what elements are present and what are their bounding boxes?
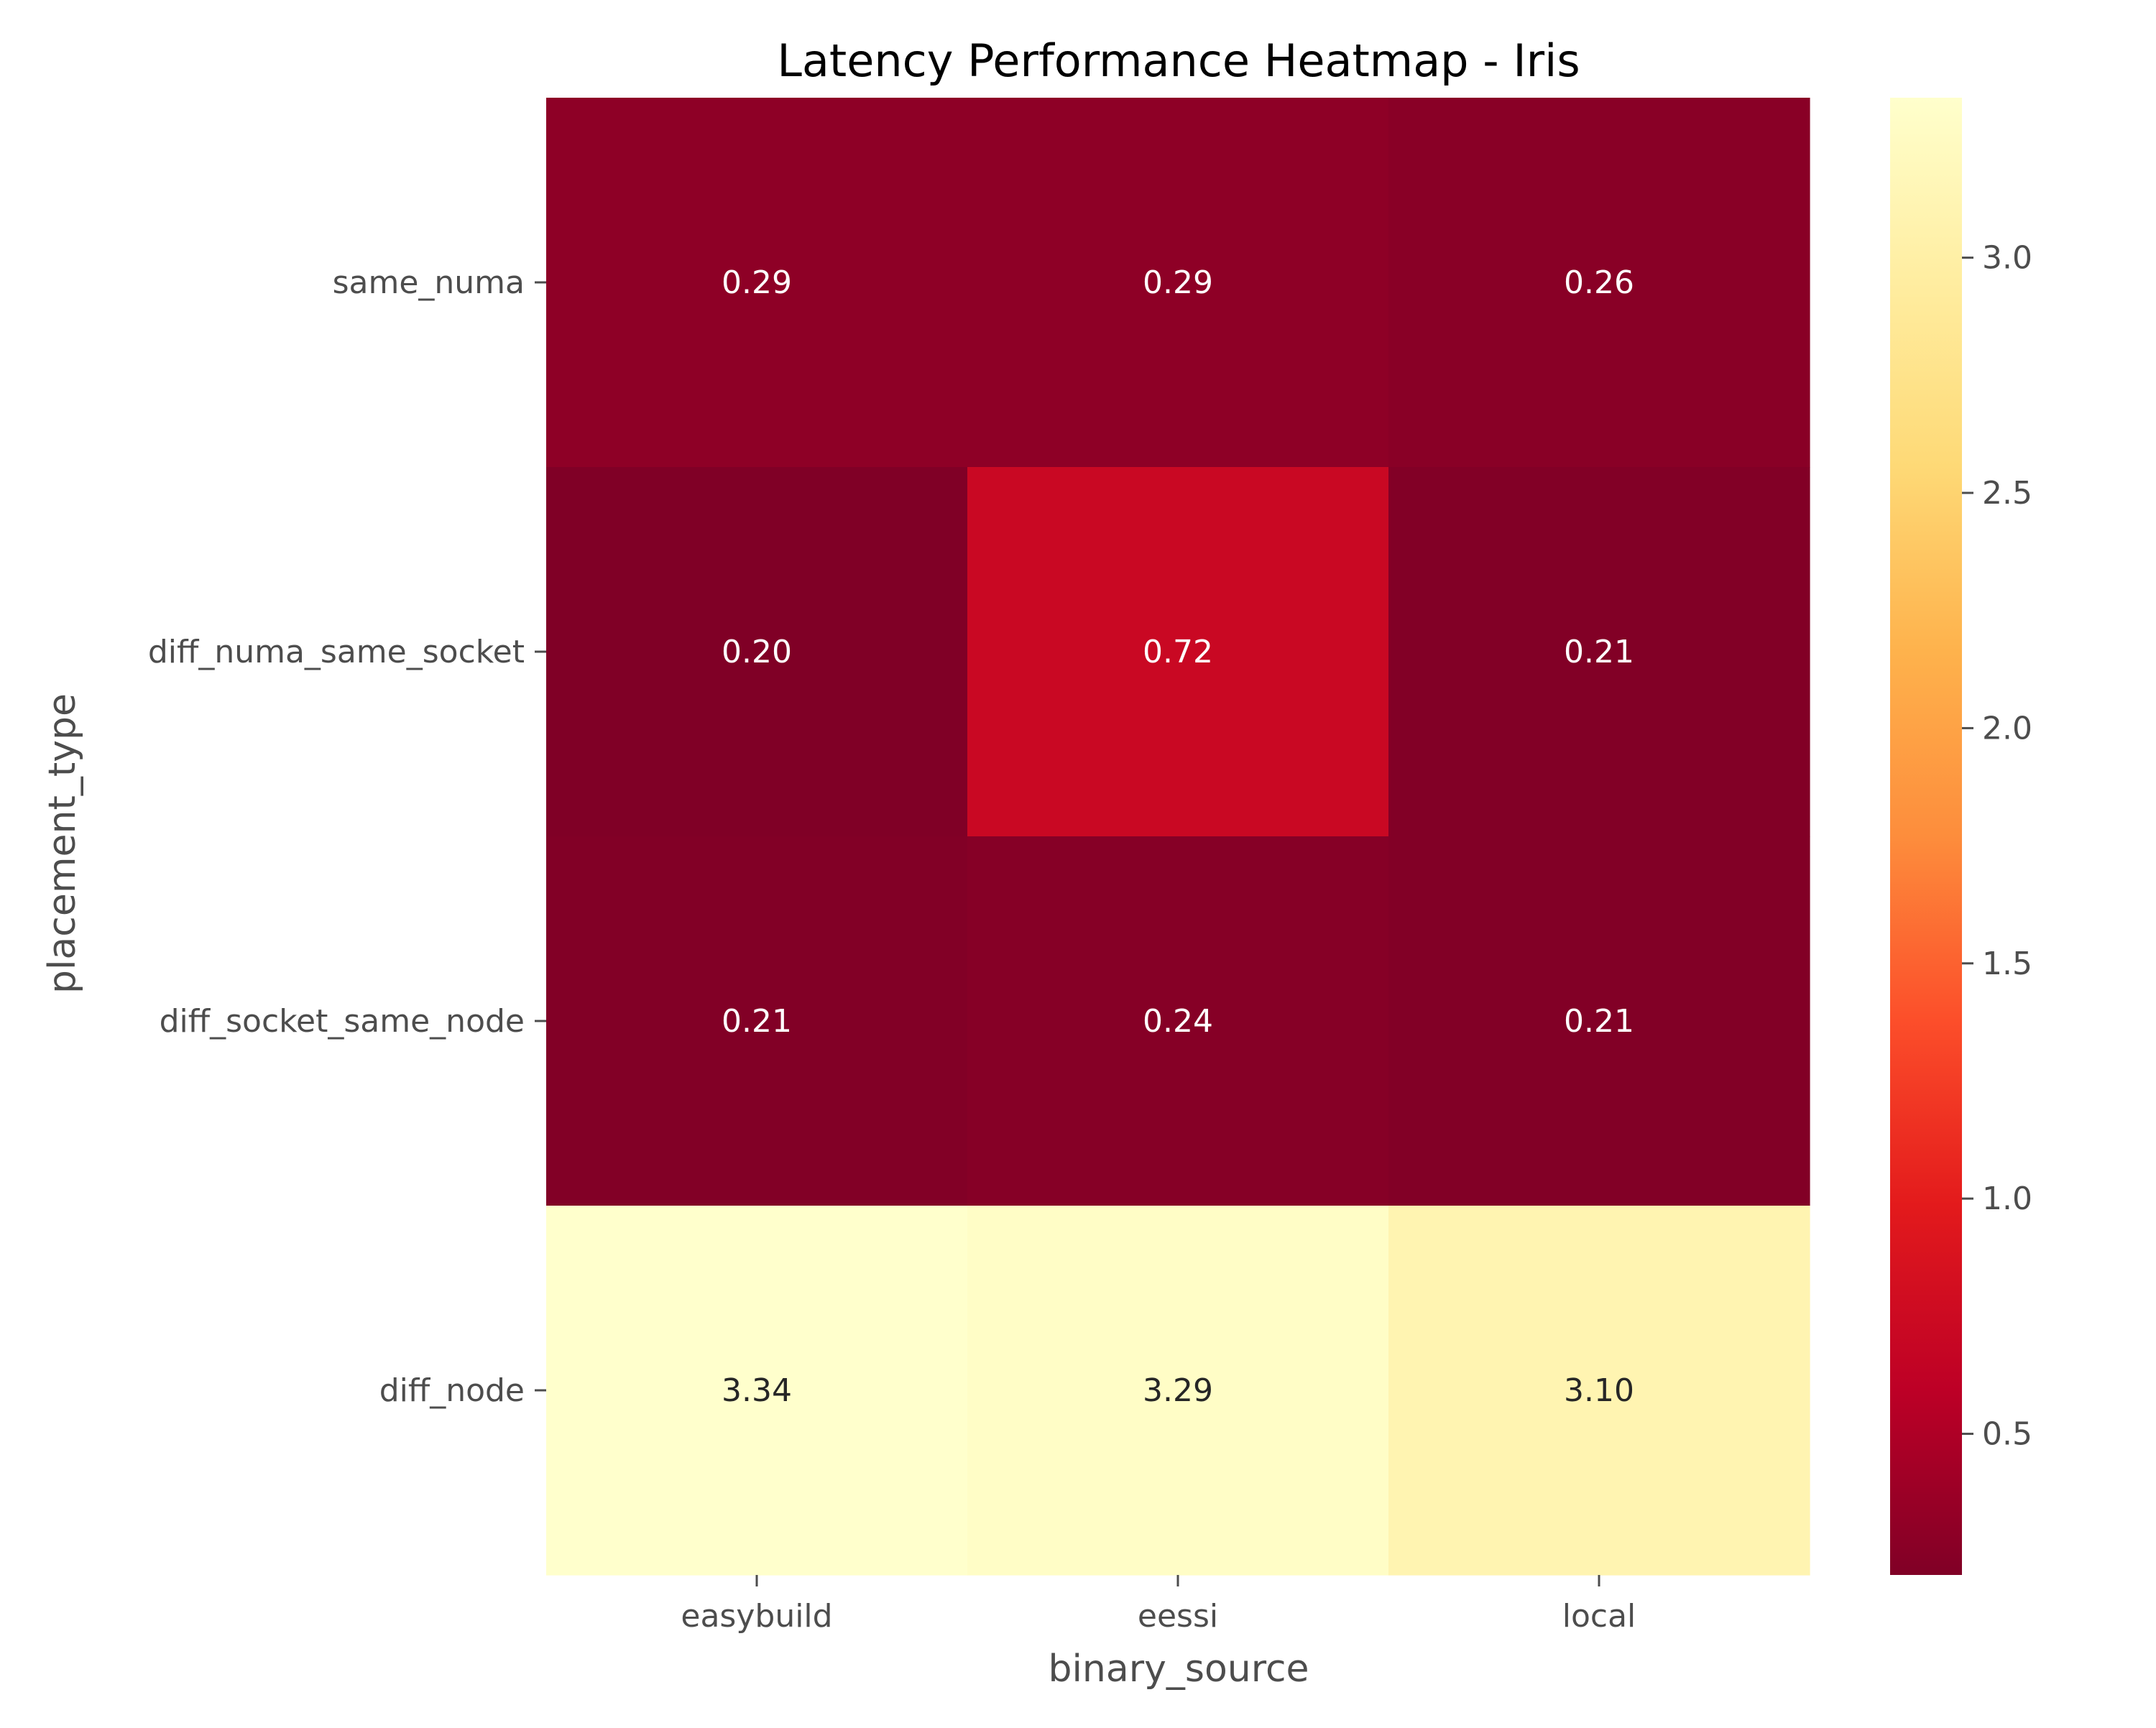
x-tick-label: eessi [1138,1598,1218,1635]
heatmap-cell [546,467,968,837]
heatmap-cell [967,467,1389,837]
colorbar-tick-label: 1.0 [1982,1181,2032,1217]
cell-value-label: 3.10 [1564,1372,1634,1409]
colorbar-tick-label: 0.5 [1982,1416,2032,1453]
x-tick-label: easybuild [681,1598,832,1635]
y-tick-label: diff_socket_same_node [160,1003,525,1040]
heatmap-cell [1388,836,1810,1206]
y-tick-label: same_numa [333,264,525,301]
cell-value-label: 0.29 [1143,264,1213,301]
chart-title: Latency Performance Heatmap - Iris [777,34,1580,87]
heatmap-cell [546,1206,968,1576]
colorbar-tick-label: 3.0 [1982,240,2032,277]
cell-value-label: 0.72 [1143,634,1213,670]
y-tick-label: diff_numa_same_socket [148,634,525,670]
x-axis-label: binary_source [1048,1648,1309,1691]
y-axis: same_numa diff_numa_same_socket diff_socke… [148,264,546,1409]
heatmap-cell [967,1206,1389,1576]
colorbar-tick-label: 1.5 [1982,946,2032,982]
heatmap-cell [967,98,1389,468]
cell-value-label: 0.20 [722,634,792,670]
x-tick-label: local [1562,1598,1636,1635]
cell-value-label: 0.26 [1564,264,1634,301]
heatmap-cell [1388,1206,1810,1576]
cell-value-label: 0.21 [1564,634,1634,670]
colorbar: 0.5 1.0 1.5 2.0 2.5 3.0 [1890,98,2032,1575]
heatmap-cell [1388,467,1810,837]
cell-value-label: 0.29 [722,264,792,301]
cell-value-label: 0.21 [1564,1003,1634,1040]
cell-value-label: 0.24 [1143,1003,1213,1040]
heatmap-cells: 0.29 0.29 0.26 0.20 0.72 0.21 0.21 0.24 0.21 3.34… [546,98,1810,1576]
y-tick-label: diff_node [379,1372,525,1409]
colorbar-tick-label: 2.5 [1982,475,2032,512]
cell-value-label: 0.21 [722,1003,792,1040]
x-axis: easybuild eessi local [681,1575,1636,1635]
cell-value-label: 3.29 [1143,1372,1213,1409]
heatmap-cell [967,836,1389,1206]
heatmap-cell [546,98,968,468]
cell-value-label: 3.34 [722,1372,792,1409]
heatmap-cell [546,836,968,1206]
y-axis-label: placement_type [41,693,84,994]
colorbar-gradient [1890,98,1962,1575]
colorbar-tick-label: 2.0 [1982,710,2032,747]
heatmap-cell [1388,98,1810,468]
